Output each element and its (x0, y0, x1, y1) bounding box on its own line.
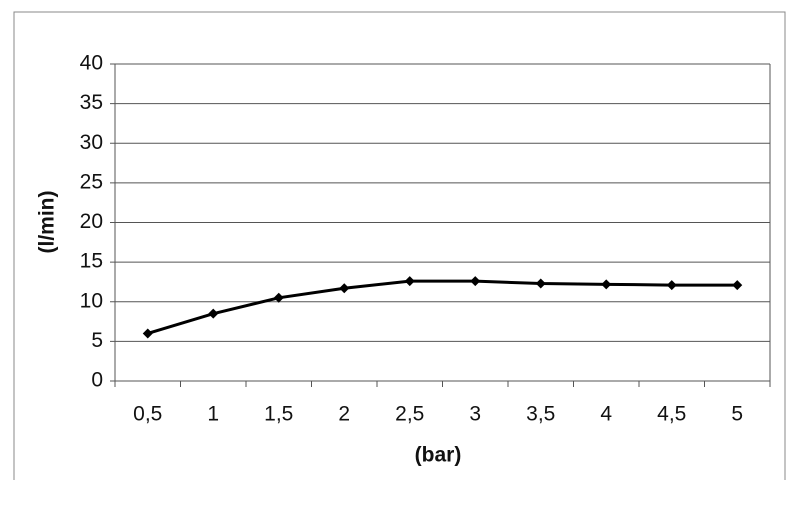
y-tick-label: 25 (80, 170, 103, 193)
data-point (601, 279, 612, 290)
x-tick-label: 0,5 (133, 403, 162, 426)
x-axis-label: (bar) (415, 444, 462, 467)
x-tick-label: 4 (600, 403, 612, 426)
data-point (732, 280, 743, 291)
data-point (535, 278, 546, 289)
y-tick-label: 15 (80, 250, 103, 273)
data-point (273, 292, 284, 303)
data-point (666, 280, 677, 291)
data-point (142, 328, 153, 339)
data-point (208, 308, 219, 319)
x-tick-label: 4,5 (657, 403, 686, 426)
x-tick-label: 3,5 (526, 403, 555, 426)
x-tick-label: 1 (207, 403, 219, 426)
y-tick-label: 20 (80, 210, 103, 233)
data-point (339, 283, 350, 294)
x-tick-label: 2 (338, 403, 350, 426)
chart-frame (13, 11, 786, 480)
data-point (404, 276, 415, 287)
x-tick-label: 3 (469, 403, 481, 426)
y-axis-label: (l/min) (36, 191, 59, 254)
data-line (147, 279, 738, 335)
y-tick-label: 10 (80, 289, 103, 312)
y-tick-label: 30 (80, 131, 103, 154)
y-tick-label: 35 (80, 91, 103, 114)
y-tick-label: 5 (91, 329, 103, 352)
x-tick-label: 2,5 (395, 403, 424, 426)
y-tick-label: 40 (80, 52, 103, 75)
x-tick-label: 5 (731, 403, 743, 426)
y-tick-label: 0 (91, 369, 103, 392)
x-tick-label: 1,5 (264, 403, 293, 426)
data-point (470, 276, 481, 287)
